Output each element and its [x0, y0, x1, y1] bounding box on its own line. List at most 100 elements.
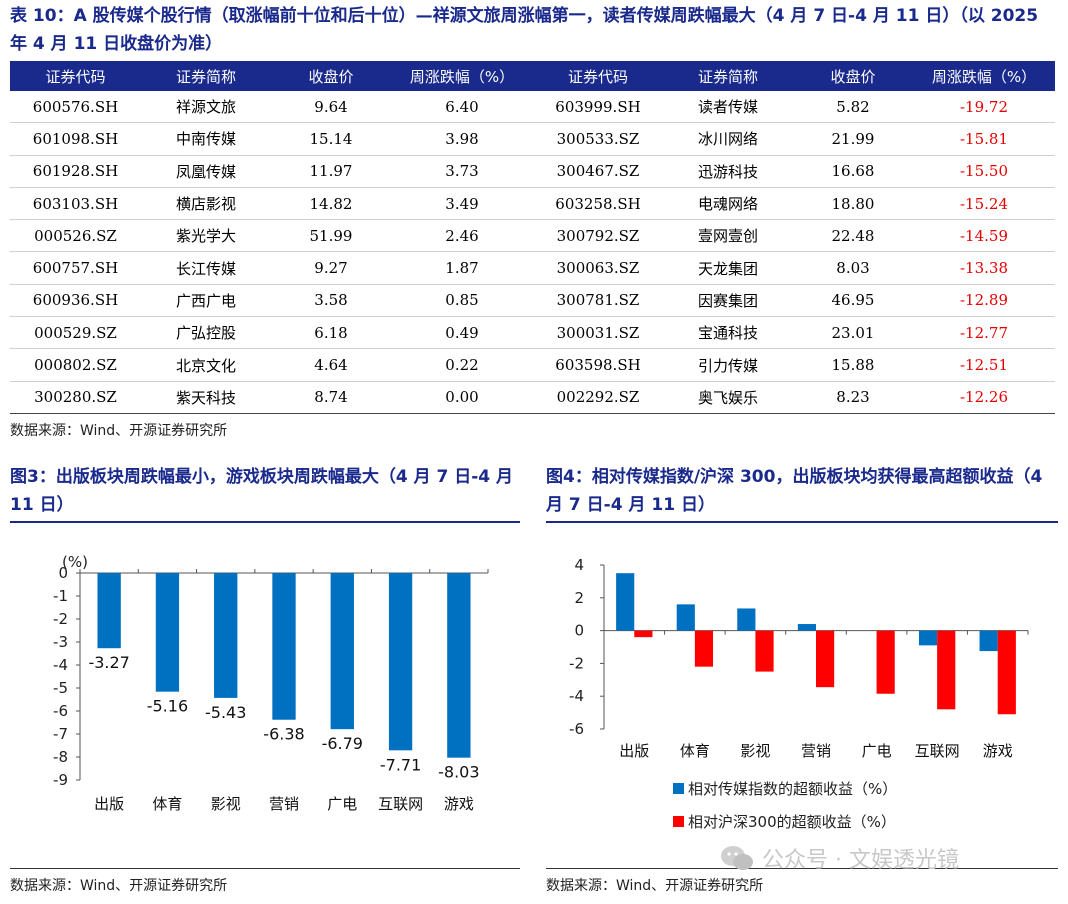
cell-code: 300533.SZ [533, 122, 663, 156]
fig3-y-tick-label: -3 [53, 633, 68, 651]
cell-change-negative: -15.24 [913, 187, 1055, 221]
fig3-category-label: 营销 [269, 795, 299, 813]
watermark: 公众号 · 文娱透光镜 [720, 842, 959, 874]
cell-name: 横店影视 [141, 187, 271, 221]
fig4-bar-hs300 [634, 630, 653, 638]
fig3-data-label: -5.43 [205, 703, 246, 722]
legend-swatch-hs300 [673, 816, 684, 827]
table-row: 601928.SH 凤凰传媒 11.97 3.73 300467.SZ 迅游科技… [10, 155, 1055, 188]
cell-price: 9.64 [271, 91, 391, 124]
fig4-title: 图4：相对传媒指数/沪深 300，出版板块均获得最高超额收益（4 月 7 日-4… [546, 467, 1043, 515]
fig3-y-tick-label: -8 [53, 748, 68, 766]
fig3-bars: -3.27 -5.16 -5.43 -6.38 -6.79 -7.71 -8.03 [88, 573, 480, 782]
cell-code: 000529.SZ [10, 316, 141, 350]
stock-table: 证券代码 证券简称 收盘价 周涨跌幅（%） 证券代码 证券简称 收盘价 周涨跌幅… [10, 61, 1055, 414]
fig4-category-label: 互联网 [915, 742, 960, 760]
fig4-bar-hs300 [937, 630, 956, 710]
cell-price: 8.03 [793, 251, 913, 285]
fig3-bar [272, 573, 296, 720]
cell-code: 000802.SZ [10, 348, 141, 382]
fig3-y-tick-label: -9 [53, 771, 68, 789]
cell-code: 600576.SH [10, 91, 141, 124]
legend-label-media-index: 相对传媒指数的超额收益（%） [688, 780, 897, 798]
cell-price: 15.14 [271, 122, 391, 156]
cell-change-negative: -12.51 [913, 348, 1055, 382]
fig4-title-rule [546, 521, 1058, 523]
cell-change-negative: -12.26 [913, 381, 1055, 414]
fig3-bar [214, 573, 238, 698]
fig4-category-label: 出版 [619, 742, 649, 760]
cell-change-negative: -12.77 [913, 316, 1055, 350]
fig3-data-label: -6.38 [263, 725, 304, 744]
cell-code: 603999.SH [533, 91, 663, 124]
cell-change: 0.22 [391, 348, 533, 382]
fig4-bar-media-index [737, 608, 756, 631]
fig3-bar [97, 573, 121, 649]
cell-price: 6.18 [271, 316, 391, 350]
fig3-y-tick-label: -7 [53, 725, 68, 743]
fig4-bar-hs300 [755, 630, 774, 672]
cell-code: 300467.SZ [533, 155, 663, 188]
header-code-left: 证券代码 [10, 61, 141, 91]
cell-name: 北京文化 [141, 348, 271, 382]
fig4-bar-hs300 [694, 630, 714, 667]
table-row: 601098.SH 中南传媒 15.14 3.98 300533.SZ 冰川网络… [10, 122, 1055, 156]
cell-price: 23.01 [793, 316, 913, 350]
fig3-category-label: 影视 [211, 795, 241, 813]
cell-name: 长江传媒 [141, 251, 271, 285]
cell-name: 因赛集团 [663, 284, 793, 318]
fig4-y-tick-label: -6 [569, 720, 584, 738]
fig3-y-tick-label: -2 [53, 610, 68, 628]
cell-code: 603103.SH [10, 187, 141, 221]
cell-price: 11.97 [271, 155, 391, 188]
table-row: 600576.SH 祥源文旅 9.64 6.40 603999.SH 读者传媒 … [10, 91, 1055, 124]
cell-code: 300280.SZ [10, 381, 141, 414]
cell-code: 000526.SZ [10, 219, 141, 253]
cell-price: 14.82 [271, 187, 391, 221]
fig4-bar-media-index [797, 624, 816, 631]
cell-name: 引力传媒 [663, 348, 793, 382]
cell-change: 1.87 [391, 251, 533, 285]
cell-code: 601928.SH [10, 155, 141, 188]
fig4-bar-hs300 [876, 630, 895, 694]
cell-change: 6.40 [391, 91, 533, 124]
fig4-category-label: 影视 [740, 742, 770, 760]
cell-code: 601098.SH [10, 122, 141, 156]
cell-price: 16.68 [793, 155, 913, 188]
cell-name: 天龙集团 [663, 251, 793, 285]
table-row: 300280.SZ 紫天科技 8.74 0.00 002292.SZ 奥飞娱乐 … [10, 381, 1055, 414]
fig3-data-label: -6.79 [322, 734, 363, 753]
cell-name: 祥源文旅 [141, 91, 271, 124]
fig3-y-tick-label: -4 [53, 656, 68, 674]
fig3-category-label: 广电 [327, 795, 357, 813]
table-row: 600936.SH 广西广电 3.58 0.85 300781.SZ 因赛集团 … [10, 284, 1055, 318]
cell-change: 0.49 [391, 316, 533, 350]
header-price-left: 收盘价 [271, 61, 391, 91]
table-header-row: 证券代码 证券简称 收盘价 周涨跌幅（%） 证券代码 证券简称 收盘价 周涨跌幅… [10, 61, 1055, 91]
fig4-bar-hs300 [997, 630, 1016, 715]
fig3-chart: (%) 0 -1 -2 -3 -4 -5 -6 -7 -8 -9 出版 体育 影视 营销 广电 互联网 游戏 -… [53, 553, 489, 813]
cell-code: 600757.SH [10, 251, 141, 285]
fig4-category-label: 营销 [801, 742, 831, 760]
fig4-y-tick-label: 0 [574, 622, 584, 640]
fig3-source: 数据来源：Wind、开源证券研究所 [10, 878, 228, 894]
cell-change: 3.73 [391, 155, 533, 188]
cell-name: 凤凰传媒 [141, 155, 271, 188]
fig4-y-tick-label: -2 [569, 654, 584, 672]
fig4-legend: 相对传媒指数的超额收益（%） 相对沪深300的超额收益（%） [673, 780, 897, 831]
cell-price: 51.99 [271, 219, 391, 253]
header-name-right: 证券简称 [663, 61, 793, 91]
fig4-bar-hs300 [816, 630, 835, 688]
fig3-y-tick-label: -5 [53, 679, 68, 697]
fig3-data-label: -5.16 [147, 697, 188, 716]
fig3-category-label: 体育 [152, 795, 182, 813]
cell-change: 3.49 [391, 187, 533, 221]
cell-change-negative: -14.59 [913, 219, 1055, 253]
cell-price: 21.99 [793, 122, 913, 156]
cell-name: 宝通科技 [663, 316, 793, 350]
table-row: 000802.SZ 北京文化 4.64 0.22 603598.SH 引力传媒 … [10, 348, 1055, 382]
cell-code: 300781.SZ [533, 284, 663, 318]
fig3-y-tick-label: 0 [58, 564, 68, 582]
cell-change-negative: -13.38 [913, 251, 1055, 285]
fig4-bar-media-index [918, 630, 938, 646]
